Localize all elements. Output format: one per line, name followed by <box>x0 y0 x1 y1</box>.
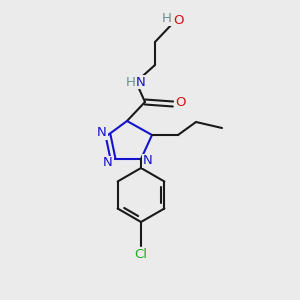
Text: N: N <box>97 127 107 140</box>
Text: O: O <box>173 14 183 26</box>
Text: N: N <box>103 157 113 169</box>
Text: Cl: Cl <box>134 248 148 260</box>
Text: N: N <box>136 76 146 88</box>
Text: H: H <box>162 13 172 26</box>
Text: H: H <box>126 76 136 88</box>
Text: O: O <box>175 95 185 109</box>
Text: N: N <box>143 154 153 167</box>
